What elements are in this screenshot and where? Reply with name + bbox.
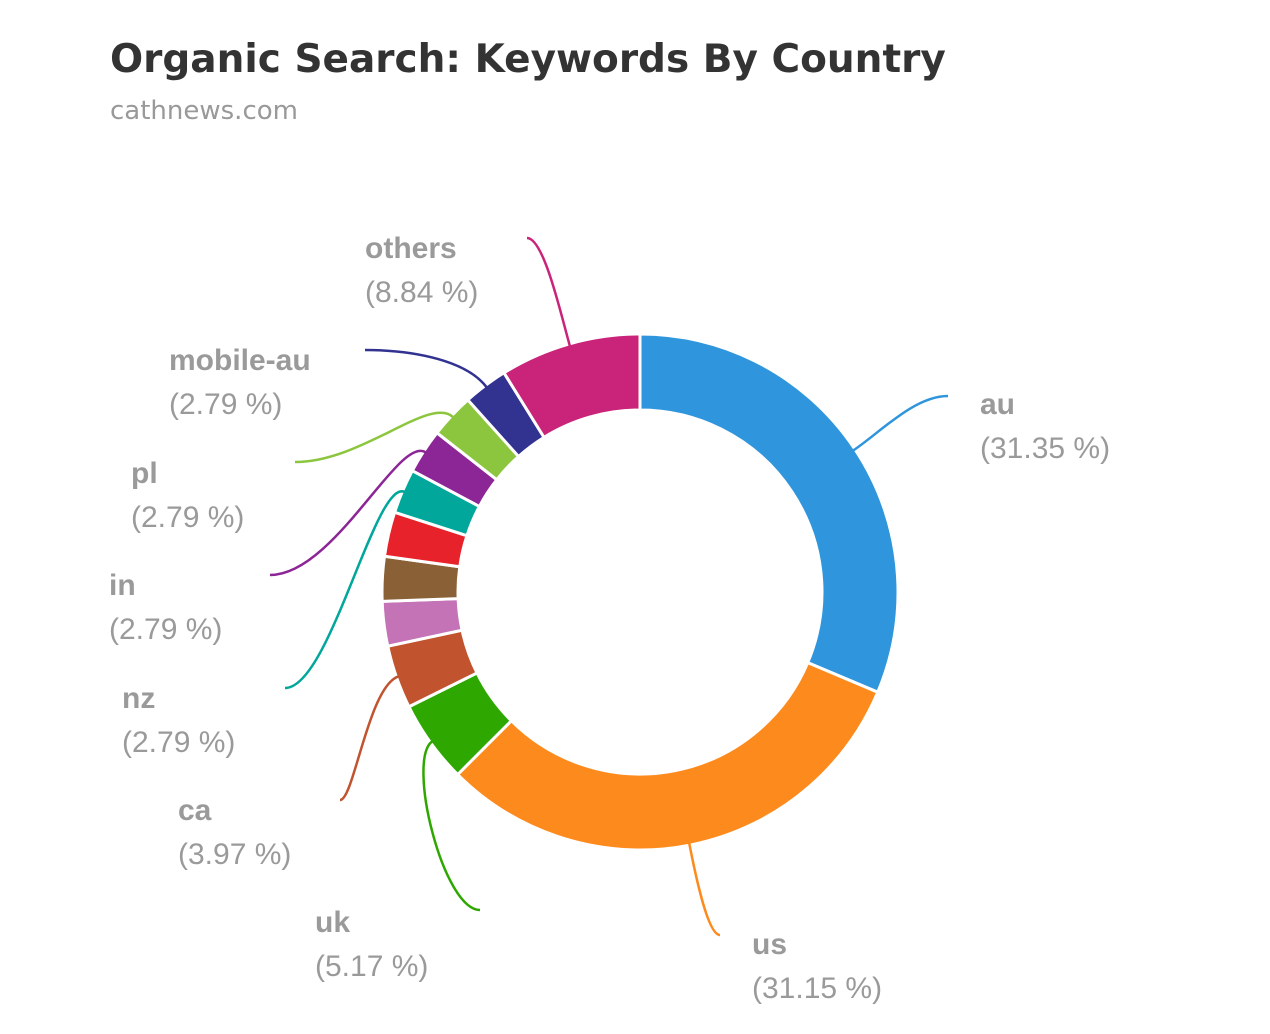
slice-value-label: (5.17 %) (315, 950, 428, 983)
leader-line (526, 236, 572, 347)
slice-label: ca (178, 794, 212, 827)
leader-line (364, 348, 488, 388)
slice-value-label: (2.79 %) (109, 613, 222, 646)
donut-slice (638, 332, 900, 695)
slice-value-label: (31.35 %) (980, 432, 1110, 465)
slice-value-label: (2.79 %) (169, 388, 282, 421)
slice-label: pl (131, 457, 158, 490)
leader-line (339, 675, 399, 802)
leader-line (688, 842, 721, 937)
donut-slice (455, 660, 880, 852)
slice-label: in (109, 569, 136, 602)
chart-title: Organic Search: Keywords By Country (110, 37, 946, 82)
slice-label: others (365, 232, 457, 265)
slice-value-label: (2.79 %) (131, 501, 244, 534)
donut-slice (501, 332, 642, 440)
leader-line (422, 740, 481, 912)
leader-line (284, 490, 405, 690)
slice-label: mobile-au (169, 344, 311, 377)
slice-label: us (752, 928, 787, 961)
slice-label: uk (315, 906, 350, 939)
slice-value-label: (8.84 %) (365, 276, 478, 309)
slice-label: au (980, 388, 1015, 421)
slice-value-label: (2.79 %) (122, 726, 235, 759)
chart-subtitle: cathnews.com (110, 96, 298, 126)
slice-value-label: (31.15 %) (752, 972, 882, 1005)
slice-label: nz (122, 682, 155, 715)
leader-line (852, 394, 949, 452)
leader-line (269, 449, 427, 577)
slice-value-label: (3.97 %) (178, 838, 291, 871)
leader-line (294, 411, 454, 464)
